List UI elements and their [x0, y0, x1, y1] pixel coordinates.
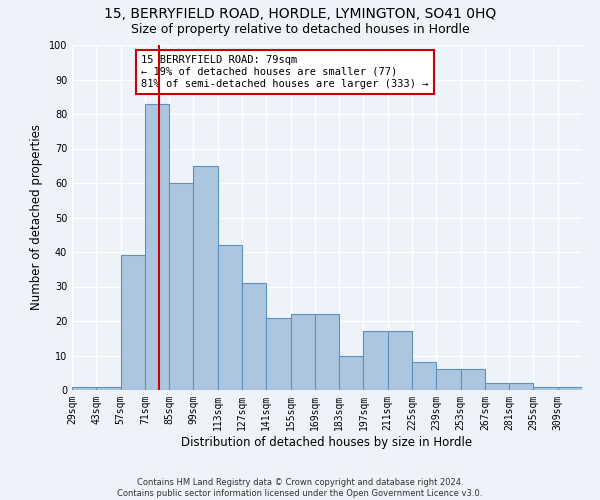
Bar	[169, 183, 193, 390]
Bar	[461, 370, 485, 390]
Text: Size of property relative to detached houses in Hordle: Size of property relative to detached ho…	[131, 22, 469, 36]
Bar	[218, 245, 242, 390]
Bar	[485, 383, 509, 390]
Bar	[290, 314, 315, 390]
Bar	[121, 256, 145, 390]
Bar	[509, 383, 533, 390]
Bar	[145, 104, 169, 390]
Bar	[436, 370, 461, 390]
Bar	[72, 386, 96, 390]
Text: 15, BERRYFIELD ROAD, HORDLE, LYMINGTON, SO41 0HQ: 15, BERRYFIELD ROAD, HORDLE, LYMINGTON, …	[104, 8, 496, 22]
Bar	[96, 386, 121, 390]
Bar	[388, 332, 412, 390]
Text: 15 BERRYFIELD ROAD: 79sqm
← 19% of detached houses are smaller (77)
81% of semi-: 15 BERRYFIELD ROAD: 79sqm ← 19% of detac…	[141, 56, 428, 88]
Bar	[193, 166, 218, 390]
Bar	[242, 283, 266, 390]
Bar	[364, 332, 388, 390]
Bar	[315, 314, 339, 390]
Bar	[266, 318, 290, 390]
X-axis label: Distribution of detached houses by size in Hordle: Distribution of detached houses by size …	[181, 436, 473, 448]
Y-axis label: Number of detached properties: Number of detached properties	[30, 124, 43, 310]
Text: Contains HM Land Registry data © Crown copyright and database right 2024.
Contai: Contains HM Land Registry data © Crown c…	[118, 478, 482, 498]
Bar	[412, 362, 436, 390]
Bar	[533, 386, 558, 390]
Bar	[558, 386, 582, 390]
Bar	[339, 356, 364, 390]
